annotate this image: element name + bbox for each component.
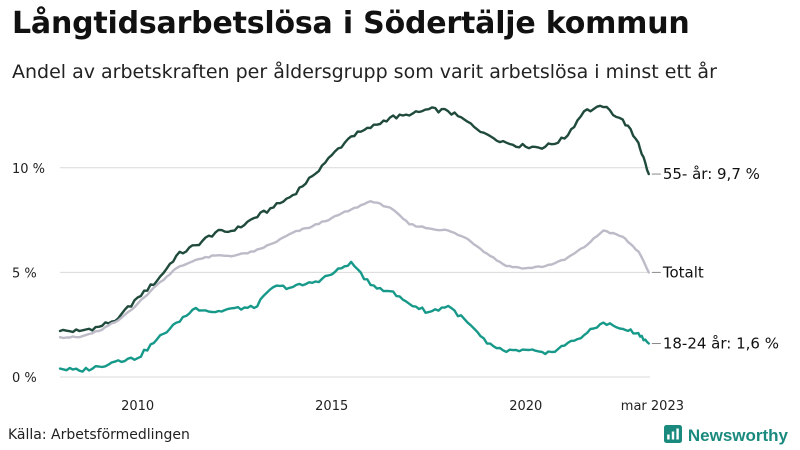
end-label-older: 55- år: 9,7 % (663, 165, 760, 183)
x-axis-tick-labels: 2010 2015 2020 mar 2023 (121, 399, 684, 414)
series-line-total (58, 200, 650, 340)
y-tick-label: 0 % (12, 371, 37, 386)
source-note: Källa: Arbetsförmedlingen (8, 427, 190, 443)
series-lines (58, 104, 650, 373)
series-line-older (58, 104, 650, 334)
brand-logo[interactable]: Newsworthy (663, 425, 788, 447)
gridlines (60, 167, 650, 378)
y-tick-label: 5 % (12, 266, 37, 281)
x-tick-label: 2020 (509, 399, 542, 414)
series-line-young (58, 260, 650, 373)
y-axis-tick-labels: 0 % 5 % 10 % (12, 162, 45, 386)
x-tick-label: mar 2023 (621, 399, 684, 414)
line-chart: 0 % 5 % 10 % 2010 2015 2020 mar 2023 55- år: … (12, 104, 779, 414)
brand-name: Newsworthy (687, 426, 788, 445)
x-tick-label: 2010 (121, 399, 154, 414)
newsworthy-logo-icon (663, 425, 682, 447)
series-end-labels: 55- år: 9,7 % Totalt 18-24 år: 1,6 % (651, 165, 779, 353)
chart-subtitle: Andel av arbetskraften per åldersgrupp s… (12, 61, 717, 83)
end-label-young: 18-24 år: 1,6 % (663, 335, 779, 353)
y-tick-label: 10 % (12, 162, 45, 177)
chart-title: Långtidsarbetslösa i Södertälje kommun (12, 6, 690, 41)
x-tick-label: 2015 (315, 399, 348, 414)
end-label-total: Totalt (662, 263, 704, 281)
